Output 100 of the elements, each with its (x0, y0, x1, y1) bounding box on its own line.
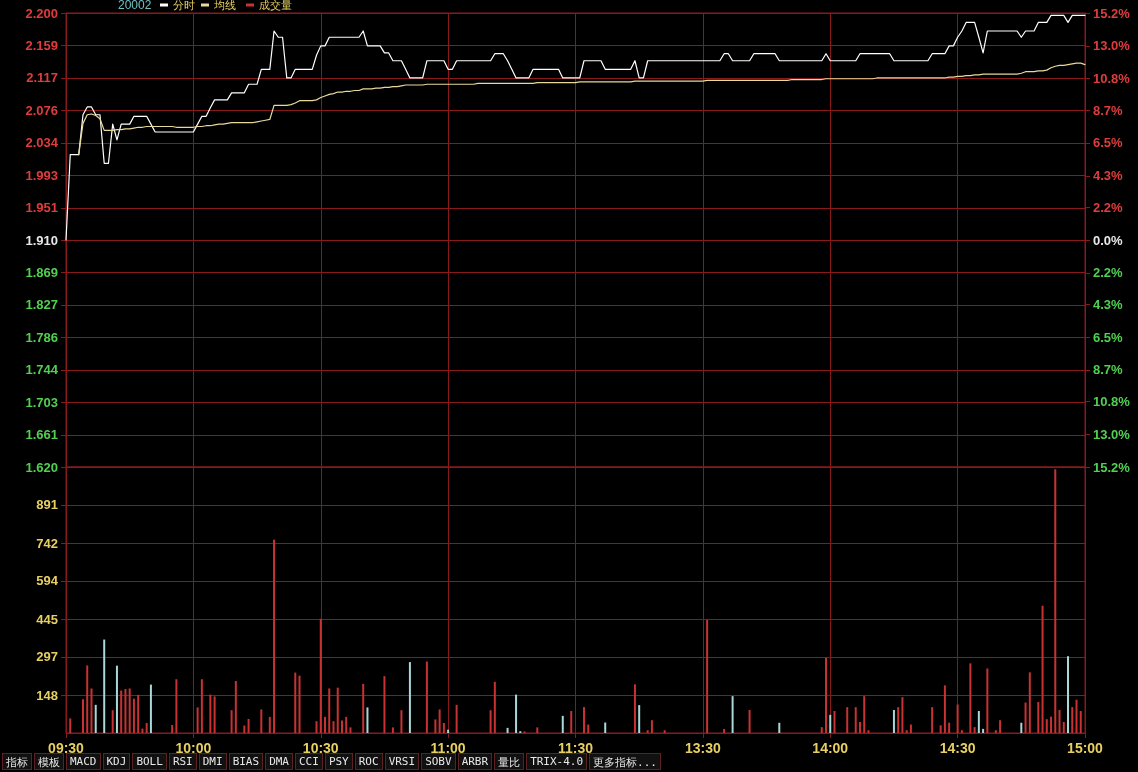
bar (137, 694, 140, 733)
bar (943, 685, 946, 733)
text: CCI (295, 753, 323, 770)
bar (587, 724, 590, 733)
bar (1054, 469, 1057, 733)
bar (383, 676, 386, 733)
x-tick-label: 14:30 (939, 740, 976, 756)
x-tick-label: 10:00 (175, 740, 212, 756)
bar (999, 720, 1002, 733)
bar (349, 727, 352, 733)
bar (570, 710, 573, 733)
bar (582, 707, 585, 733)
bar (1062, 721, 1065, 733)
text: SOBV (421, 753, 456, 770)
bar (438, 709, 441, 733)
bar (86, 665, 89, 733)
text: ROC (354, 753, 383, 770)
y2-tick-label: 15.2% (1093, 459, 1131, 475)
y2-tick-label: 8.7% (1093, 362, 1124, 378)
bar (209, 694, 212, 733)
bar (1028, 672, 1031, 733)
bar (1024, 702, 1027, 733)
bar (982, 728, 985, 733)
bar (604, 722, 607, 733)
bar (315, 721, 318, 733)
bar (200, 679, 203, 733)
bar (115, 665, 118, 733)
bar (892, 709, 895, 733)
bar (196, 707, 199, 733)
bar (247, 718, 250, 733)
y2-tick-label: 6.5% (1093, 329, 1124, 345)
bar (948, 722, 951, 733)
y-tick-label: 1.869 (25, 264, 58, 280)
bar (1050, 716, 1053, 733)
bar (931, 707, 934, 733)
bar (1071, 707, 1074, 733)
chart-title: 20002 (118, 0, 152, 12)
bar (493, 681, 496, 733)
bar (366, 707, 369, 733)
text: 模板 (34, 753, 64, 770)
bar (319, 618, 322, 733)
bar (905, 730, 908, 733)
y-tick-label: 1.744 (25, 362, 59, 378)
x-tick-label: 09:30 (48, 740, 85, 756)
y2-tick-label: 15.2% (1093, 5, 1131, 21)
bar (1058, 709, 1061, 733)
bar (1045, 719, 1048, 733)
x-tick-label: 11:30 (557, 740, 594, 756)
y2-tick-label: 0.0% (1093, 232, 1124, 248)
text: DMA (265, 753, 293, 770)
bar (442, 723, 445, 733)
bar (149, 684, 152, 733)
bar (94, 704, 97, 733)
bar (1020, 722, 1023, 733)
bar (1067, 656, 1070, 733)
bar (1037, 702, 1040, 733)
bar (230, 710, 233, 733)
bar (778, 722, 781, 733)
y-tick-label: 1.786 (25, 329, 58, 345)
bar (408, 662, 411, 733)
bar (328, 688, 331, 733)
bar (340, 720, 343, 733)
text: DMI (198, 753, 227, 770)
bar (977, 710, 980, 733)
bar (391, 727, 394, 733)
text: PSY (324, 753, 353, 770)
bar (111, 710, 114, 733)
bar (400, 710, 403, 733)
y-tick-label: 1.661 (25, 427, 58, 443)
bar (298, 675, 301, 733)
bar (515, 694, 518, 733)
bar (455, 704, 458, 733)
bar (128, 688, 131, 733)
bar (536, 727, 539, 733)
bar (633, 684, 636, 733)
text: 量比 (494, 753, 525, 770)
y2-tick-label: 10.8% (1093, 393, 1131, 409)
bar (362, 683, 365, 733)
bar (706, 619, 709, 733)
legend-label: 分时 (173, 0, 195, 12)
bar (336, 687, 339, 733)
x-tick-label: 11:00 (430, 740, 466, 756)
text: BOLL (132, 753, 167, 770)
y-tick-label: 1.951 (25, 200, 58, 216)
bar (858, 721, 861, 733)
bar (986, 668, 989, 733)
text: RSI (168, 753, 197, 770)
bar (69, 718, 72, 733)
bar (994, 730, 997, 733)
y-tick-label: 1.993 (25, 167, 58, 183)
text: 更多指标... (593, 756, 657, 769)
y-tick-label: 297 (36, 649, 58, 665)
bar (897, 707, 900, 733)
y-tick-label: 2.159 (25, 37, 58, 53)
y-tick-label: 1.910 (25, 232, 58, 248)
y2-tick-label: 13.0% (1093, 426, 1131, 442)
bar (243, 725, 246, 733)
y-tick-label: 445 (36, 611, 58, 627)
x-tick-label: 15:00 (1067, 740, 1104, 756)
text: VRSI (384, 753, 420, 770)
